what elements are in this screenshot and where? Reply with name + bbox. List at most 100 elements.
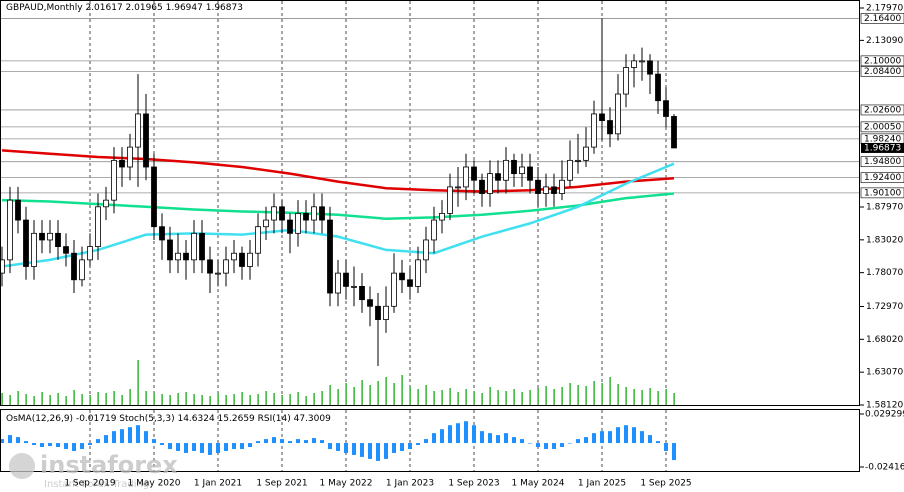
- osma-bar: [0, 439, 4, 444]
- volume-bar: [441, 390, 443, 405]
- osma-bar: [128, 427, 132, 444]
- volume-bar: [129, 389, 131, 405]
- osma-bar: [168, 443, 172, 449]
- candle-body: [87, 246, 93, 261]
- volume-bar: [257, 394, 259, 405]
- candle-body: [0, 259, 5, 274]
- volume-bar: [153, 393, 155, 405]
- x-tick-label: 1 Sep 2021: [256, 479, 307, 489]
- y-tick-label: 1.63070: [866, 368, 903, 378]
- candle-body: [263, 219, 269, 228]
- osma-bar: [280, 439, 284, 444]
- osma-bar: [576, 439, 580, 444]
- candle-body: [231, 252, 237, 261]
- osma-label: OsMA(12,26,9): [6, 414, 73, 424]
- volume-bar: [521, 392, 523, 405]
- candle-body: [663, 100, 669, 117]
- osma-bar: [72, 443, 76, 451]
- osma-bar: [312, 438, 316, 444]
- candle-body: [303, 213, 309, 221]
- candle-body: [175, 252, 181, 261]
- volume-bar: [17, 391, 19, 405]
- osma-bar: [672, 443, 676, 461]
- candle-body: [319, 206, 325, 221]
- osma-bar: [80, 443, 84, 449]
- volume-bar: [97, 392, 99, 405]
- volume-bar: [145, 391, 147, 405]
- volume-bar: [377, 381, 379, 405]
- candle-body: [407, 279, 413, 287]
- osma-bar: [504, 433, 508, 444]
- osma-bar: [552, 443, 556, 449]
- candle-body: [199, 232, 205, 261]
- volume-bar: [217, 393, 219, 405]
- volume-bar: [657, 391, 659, 405]
- watermark: instaforex Instant Forex Trading: [9, 451, 178, 490]
- volume-bar: [233, 394, 235, 405]
- y-tick-label: 1.83020: [866, 235, 903, 245]
- osma-bar: [288, 441, 292, 444]
- candle-body: [423, 239, 429, 261]
- volume-bar: [321, 391, 323, 405]
- osma-bar: [56, 443, 60, 448]
- volume-bar: [225, 395, 227, 405]
- candle-body: [543, 186, 549, 194]
- osma-bar: [304, 440, 308, 444]
- candle-body: [495, 173, 501, 181]
- volume-bar: [585, 386, 587, 405]
- osma-bar: [256, 441, 260, 444]
- osma-bar: [584, 437, 588, 444]
- candle-body: [591, 113, 597, 148]
- y-tick-label: 2.13090: [866, 36, 903, 46]
- volume-bar: [241, 392, 243, 405]
- osma-bar: [344, 443, 348, 453]
- candle-body: [431, 219, 437, 241]
- candle-body: [559, 179, 565, 194]
- candle-body: [151, 166, 157, 228]
- price-frame: [0, 0, 860, 406]
- volume-bar: [481, 393, 483, 405]
- x-tick-label: 1 Sep 2025: [640, 479, 691, 489]
- level-label: 1.98240: [864, 134, 901, 144]
- volume-bar: [89, 395, 91, 405]
- candle-body: [439, 213, 445, 221]
- volume-bar: [353, 387, 355, 405]
- candle-body: [343, 272, 349, 287]
- volume-bar: [265, 391, 267, 405]
- candle-body: [191, 232, 197, 261]
- volume-bar: [137, 360, 139, 405]
- level-box: [860, 187, 904, 199]
- ohlc-high: 2.01965: [126, 3, 163, 13]
- y-tick-label: 1.72970: [866, 302, 903, 312]
- indicator-values: Stoch(5,3,3) 14.6324 15.2659 RSI(14) 47.…: [119, 414, 331, 424]
- ohlc-low: 1.96947: [166, 3, 203, 13]
- level-box: [860, 121, 904, 133]
- osma-bar: [200, 443, 204, 453]
- osma-bar: [320, 440, 324, 444]
- volume-bar: [65, 396, 67, 405]
- volume-bar: [345, 383, 347, 405]
- osma-bar: [512, 437, 516, 444]
- level-label: 1.92400: [864, 173, 901, 183]
- chart-title: GBPAUD,Monthly 2.01617 2.01965 1.96947 1…: [6, 3, 243, 13]
- volume-bar: [113, 391, 115, 405]
- osma-bar: [8, 435, 12, 444]
- candle-body: [15, 199, 21, 221]
- candle-body: [79, 259, 85, 281]
- osma-bar: [48, 443, 52, 447]
- candle-body: [479, 179, 485, 194]
- level-label: 2.16400: [864, 14, 901, 24]
- volume-bar: [513, 389, 515, 405]
- y-tick-label: 1.68020: [866, 335, 903, 345]
- volume-bar: [369, 385, 371, 405]
- candle-body: [311, 206, 317, 221]
- volume-bar: [281, 395, 283, 405]
- volume-bar: [337, 389, 339, 405]
- y-tick-label: 1.87970: [866, 202, 903, 212]
- volume-bar: [105, 393, 107, 405]
- candle-body: [527, 166, 533, 181]
- osma-bar: [224, 443, 228, 451]
- volume-bar: [201, 395, 203, 405]
- volume-bar: [593, 381, 595, 405]
- candle-body: [279, 206, 285, 221]
